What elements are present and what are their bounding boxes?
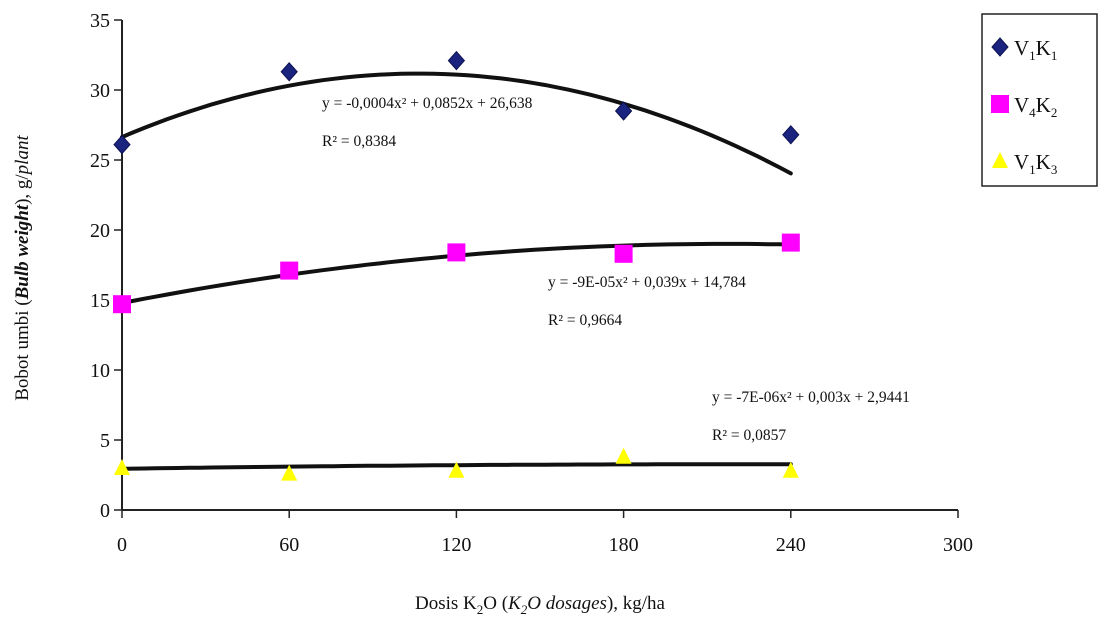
legend-label: V1K1: [1014, 36, 1057, 63]
legend-label: V4K2: [1014, 93, 1057, 120]
data-point-v1k3: [114, 459, 130, 475]
legend-item-v4k2: V4K2: [991, 93, 1057, 120]
trendline-equation: y = -9E-05x² + 0,039x + 14,784: [548, 274, 746, 291]
data-point-v1k1: [113, 134, 131, 155]
x-tick-label: 120: [441, 534, 471, 556]
y-tick-label: 30: [90, 80, 110, 102]
y-axis-title: Bobot umbi (Bulb weight), g/plant: [12, 135, 33, 401]
data-point-v1k1: [280, 62, 298, 82]
y-tick-label: 0: [100, 500, 110, 522]
y-tick-label: 10: [90, 360, 110, 382]
data-point-v1k1: [614, 101, 633, 121]
x-tick-label: 60: [279, 534, 299, 556]
trendline-v1k1: [120, 71, 793, 176]
data-point-v1k3: [281, 464, 298, 481]
trendline-equation: y = -0,0004x² + 0,0852x + 26,638: [322, 95, 533, 112]
y-tick-label: 35: [90, 10, 110, 32]
x-tick-label: 240: [776, 534, 806, 556]
x-tick-label: 0: [117, 534, 127, 556]
data-point-v4k2: [781, 233, 800, 252]
legend-item-v1k3: V1K3: [992, 150, 1057, 177]
data-point-v4k2: [447, 243, 466, 262]
y-tick-label: 25: [90, 150, 110, 172]
y-tick-label: 20: [90, 220, 110, 242]
legend-item-v1k1: V1K1: [991, 36, 1057, 63]
data-point-v1k1: [447, 50, 466, 71]
x-tick-label: 180: [609, 534, 639, 556]
r-squared-label: R² = 0,8384: [322, 133, 396, 150]
x-tick-label: 300: [943, 534, 973, 556]
r-squared-label: R² = 0,0857: [712, 427, 786, 444]
data-point-v1k1: [782, 125, 800, 145]
markers: [113, 50, 800, 481]
legend: V1K1 V4K2 V1K3: [981, 13, 1098, 187]
legend-marker: [991, 37, 1009, 57]
plot-area: [122, 20, 958, 510]
data-point-v1k3: [615, 447, 632, 464]
data-point-v4k2: [280, 261, 299, 280]
legend-marker: [992, 152, 1008, 168]
legend-marker: [991, 95, 1009, 113]
data-point-v1k3: [782, 461, 799, 478]
data-point-v1k3: [448, 461, 465, 478]
data-point-v4k2: [614, 244, 633, 263]
y-tick-label: 15: [90, 290, 110, 312]
x-axis-title: Dosis K2O (K2O dosages), kg/ha: [415, 593, 666, 617]
trendline-equation: y = -7E-06x² + 0,003x + 2,9441: [712, 389, 910, 406]
r-squared-label: R² = 0,9664: [548, 312, 622, 329]
data-point-v4k2: [113, 295, 131, 314]
legend-label: V1K3: [1014, 150, 1057, 177]
axes: 0 5 10 15 20 25 30 35 0 60 120 180 240 300: [90, 10, 973, 556]
equations: y = -0,0004x² + 0,0852x + 26,638 R² = 0,8…: [322, 95, 910, 444]
y-tick-label: 5: [100, 430, 110, 452]
